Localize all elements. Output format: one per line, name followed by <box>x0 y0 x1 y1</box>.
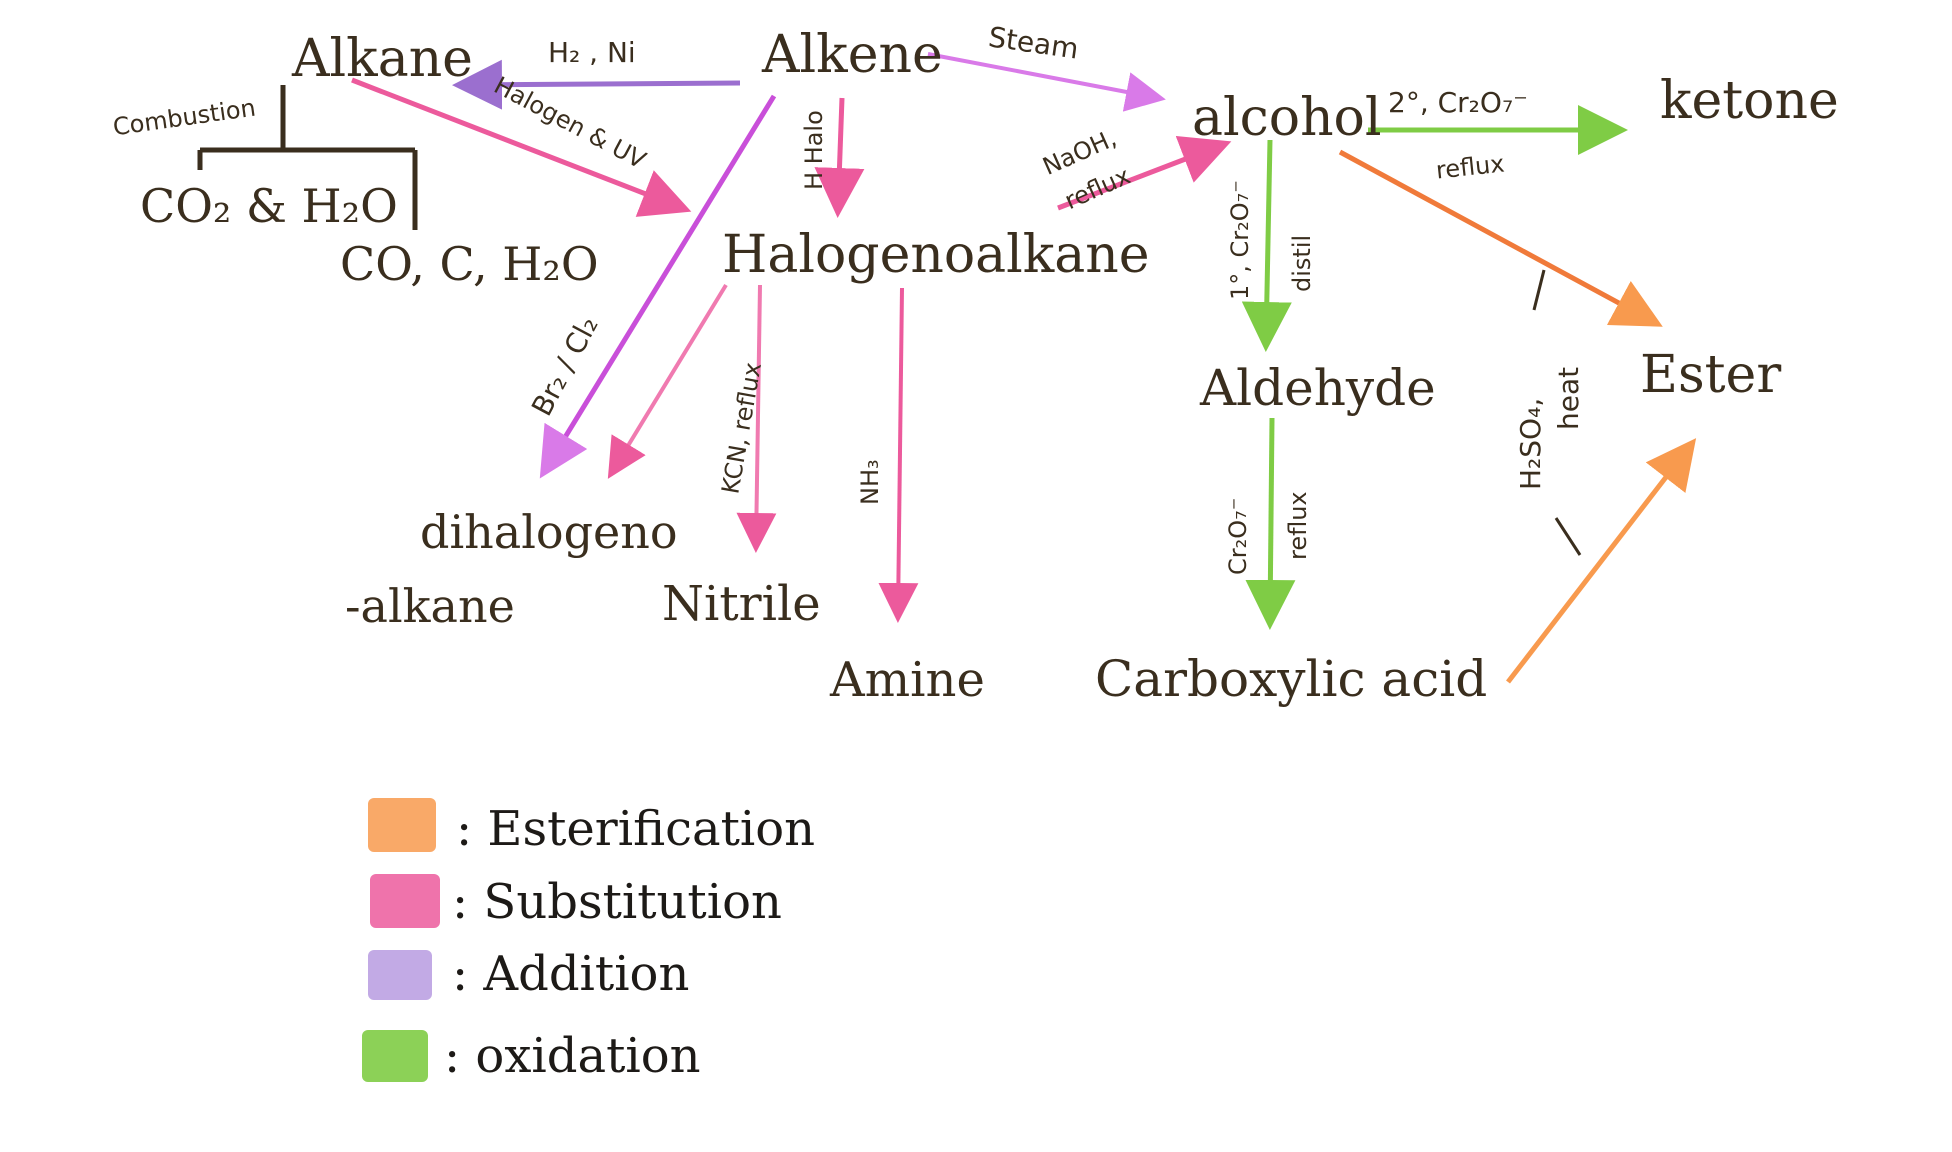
legend-label-addition: : Addition <box>452 946 689 1002</box>
node-alkane-suffix: -alkane <box>345 579 515 633</box>
arrow-halogenoalkane-to-nitrile <box>736 284 777 553</box>
arrow-alkene-to-halogenoalkane <box>814 97 865 218</box>
arrow-halogenoalkane-to-amine <box>878 287 919 623</box>
arrow-aldehyde-to-carboxylic-acid <box>1245 417 1296 630</box>
ester-condition-tick-top <box>1532 269 1546 311</box>
combustion-bracket <box>197 85 418 230</box>
ester-condition-tick-bottom <box>1554 517 1582 556</box>
condition-combustion: Combustion <box>111 94 257 142</box>
legend-item-oxidation: : oxidation <box>362 1028 701 1084</box>
node-ester: Ester <box>1640 345 1781 405</box>
condition-cr2o7: Cr₂O₇⁻ <box>1224 498 1252 575</box>
node-ketone: ketone <box>1660 71 1839 131</box>
legend-label-esterification: : Esterification <box>456 801 815 857</box>
node-carboxylic-acid: Carboxylic acid <box>1095 650 1487 708</box>
legend-item-esterification: : Esterification <box>368 798 815 857</box>
node-alcohol: alcohol <box>1192 88 1382 148</box>
node-dihalogeno: dihalogeno <box>420 505 678 559</box>
arrow-alkene-to-alcohol <box>927 52 1166 112</box>
legend-item-addition: : Addition <box>368 946 689 1002</box>
arrow-alcohol-to-aldehyde <box>1241 139 1292 352</box>
condition-distil: distil <box>1288 235 1316 292</box>
condition-h2-ni: H₂ , Ni <box>548 36 636 69</box>
legend-swatch-oxidation <box>362 1030 428 1082</box>
condition-secondary-cr2o7: 2°, Cr₂O₇⁻ <box>1388 86 1528 119</box>
node-halogenoalkane: Halogenoalkane <box>722 225 1150 285</box>
arrow-alcohol-to-ester <box>1338 149 1663 327</box>
node-alkane: Alkane <box>291 29 473 89</box>
legend-swatch-substitution <box>370 874 440 928</box>
node-aldehyde: Aldehyde <box>1199 359 1436 417</box>
condition-br2-cl2: Br₂ / Cl₂ <box>525 311 605 422</box>
legend-swatch-esterification <box>368 798 436 852</box>
arrow-alkane-to-halogenoalkane <box>351 77 692 217</box>
condition-primary-cr2o7: 1°, Cr₂O₇⁻ <box>1226 180 1254 300</box>
condition-h-halo: H Halo <box>800 110 828 190</box>
legend-label-substitution: : Substitution <box>452 874 782 930</box>
node-alkene: Alkene <box>761 25 943 85</box>
node-co-c-h2o: CO, C, H₂O <box>340 237 599 291</box>
legend-item-substitution: : Substitution <box>370 874 782 930</box>
condition-nh3: NH₃ <box>856 459 884 505</box>
condition-heat: heat <box>1552 367 1585 430</box>
arrow-halogenoalkane-to-dihalogenoalkane <box>607 283 728 479</box>
arrow-alkene-to-alkane <box>452 59 741 110</box>
condition-reflux-acid: reflux <box>1284 491 1312 560</box>
legend: : Esterification : Substitution : Additi… <box>362 798 815 1084</box>
node-co2-h2o: CO₂ & H₂O <box>140 179 398 233</box>
arrow-carboxylic-acid-to-ester <box>1506 438 1697 684</box>
legend-swatch-addition <box>368 950 432 1000</box>
condition-reflux-ketone: reflux <box>1435 150 1506 185</box>
node-amine: Amine <box>829 652 985 708</box>
arrow-halogenoalkane-to-alcohol <box>1057 136 1232 211</box>
condition-h2so4: H₂SO₄, <box>1514 398 1547 490</box>
condition-steam: Steam <box>986 20 1080 65</box>
condition-halogen-uv: Halogen & UV <box>489 71 650 175</box>
arrow-alkene-to-dihalogenoalkane <box>539 94 777 479</box>
node-nitrile: Nitrile <box>662 576 821 632</box>
legend-label-oxidation: : oxidation <box>444 1028 701 1084</box>
